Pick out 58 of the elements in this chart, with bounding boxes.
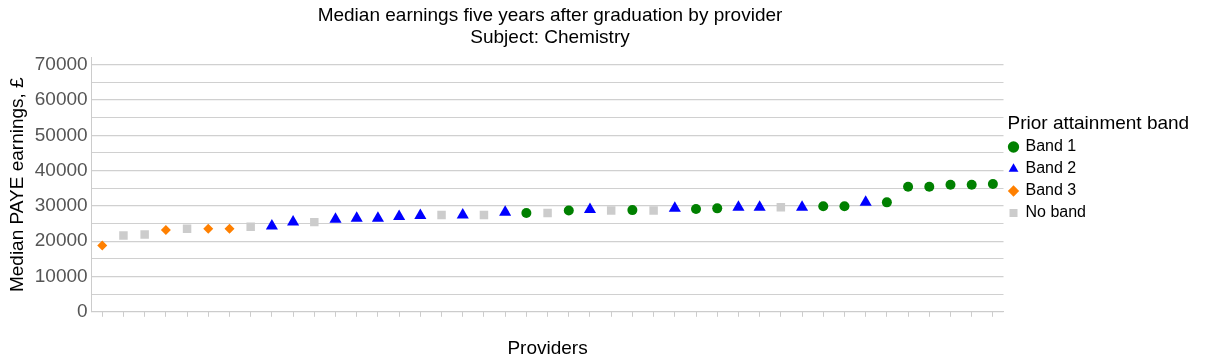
point [499,205,512,216]
point [350,211,363,222]
point [627,205,638,216]
point [310,217,319,227]
y-tick-label: 60000 [34,88,88,110]
point [414,208,427,219]
point [691,204,702,215]
point [437,210,446,220]
legend-title: Prior attainment band [1007,111,1190,133]
legend-label: No band [1025,203,1087,221]
y-tick-label: 50000 [34,123,88,145]
point [265,219,278,230]
point [712,203,723,214]
point [668,201,681,212]
point [583,202,597,213]
point [753,200,766,211]
point [987,178,998,189]
point [393,209,406,220]
y-tick-label: 0 [77,300,88,322]
point [903,181,914,192]
point [924,181,935,192]
point [606,206,616,215]
legend-label: Band 2 [1025,159,1077,177]
y-tick-label: 30000 [34,194,88,216]
point [818,201,829,212]
point [160,224,171,235]
point [521,207,532,218]
point [795,200,809,211]
point [966,179,977,190]
chart-title: Median earnings five years after graduation by provider [317,3,784,25]
point [776,203,786,212]
point [456,208,469,219]
point [246,222,255,231]
point [140,230,149,239]
point [371,211,384,222]
point [945,179,956,190]
x-axis-title: Providers [507,336,588,358]
point [329,212,342,223]
point [881,197,892,208]
point [224,223,235,234]
y-tick-label: 10000 [34,264,88,286]
legend-label: Band 3 [1025,181,1077,199]
y-tick-label: 70000 [34,52,88,74]
point [203,223,214,234]
y-tick-label: 40000 [34,158,88,180]
point [732,200,745,211]
point [649,206,658,215]
point [563,205,574,216]
point [287,215,300,226]
point [839,201,850,212]
y-tick-label: 20000 [34,229,88,251]
legend-label: Band 1 [1025,137,1077,155]
y-axis-title: Median PAYE earnings, £ [5,76,27,293]
point [97,240,108,251]
point [543,208,552,218]
point [119,231,128,240]
point [859,195,872,206]
chart-subtitle: Subject: Chemistry [470,26,631,48]
